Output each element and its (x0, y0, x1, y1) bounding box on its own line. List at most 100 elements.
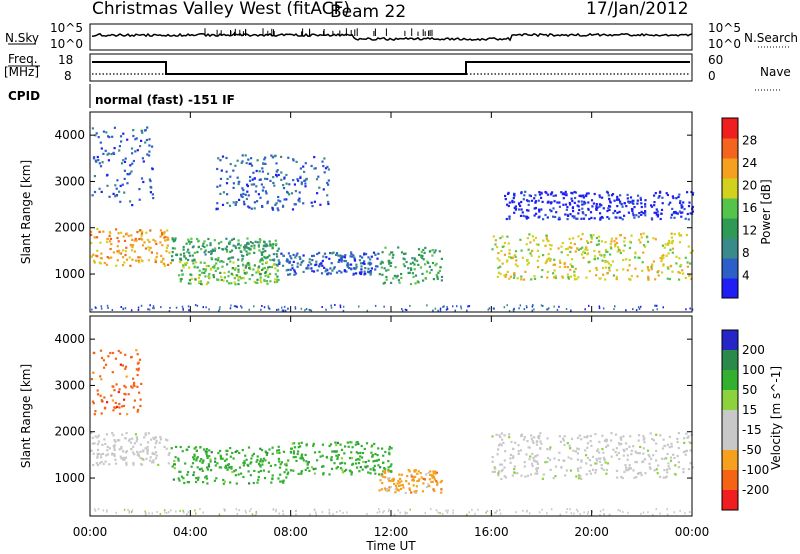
data-cell (346, 265, 349, 268)
data-cell (91, 127, 94, 130)
data-cell (210, 451, 213, 454)
ground-scatter-cell (625, 309, 627, 312)
data-cell (269, 272, 272, 275)
data-cell (185, 242, 188, 245)
data-cell (215, 207, 218, 210)
data-cell (381, 261, 384, 264)
data-cell (163, 445, 166, 448)
data-cell (155, 439, 158, 442)
data-cell (536, 462, 539, 465)
data-cell (237, 473, 240, 476)
data-cell (641, 460, 644, 464)
data-cell (671, 270, 674, 273)
data-cell (638, 434, 641, 437)
data-cell (166, 439, 169, 442)
data-cell (293, 446, 296, 449)
data-cell (385, 488, 388, 491)
data-cell (580, 460, 583, 463)
data-cell (187, 238, 190, 241)
data-cell (533, 459, 536, 462)
data-cell (229, 455, 232, 458)
ground-scatter-cell (94, 509, 97, 512)
ground-scatter-cell (282, 309, 285, 312)
data-cell (398, 281, 401, 284)
nsearch-tick-bottom: 10^0 (708, 37, 741, 51)
data-cell (241, 195, 244, 199)
data-cell (189, 273, 192, 276)
ground-scatter-cell (640, 512, 642, 515)
data-cell (136, 353, 139, 356)
data-cell (266, 452, 269, 455)
data-cell (565, 208, 568, 211)
data-cell (232, 261, 235, 264)
data-cell (228, 466, 231, 469)
data-cell (562, 203, 565, 206)
ground-scatter-cell (445, 308, 448, 311)
data-cell (259, 460, 262, 463)
ground-scatter-cell (447, 509, 449, 512)
data-cell (429, 470, 432, 473)
data-cell (688, 441, 691, 444)
data-cell (123, 191, 126, 194)
ground-scatter-cell (130, 511, 133, 513)
data-cell (229, 250, 232, 253)
data-cell (180, 277, 183, 281)
data-cell (552, 215, 555, 218)
data-cell (606, 191, 609, 194)
data-cell (226, 193, 229, 196)
ground-scatter-cell (486, 510, 489, 512)
data-cell (280, 171, 283, 174)
data-cell (120, 140, 123, 143)
data-cell (125, 450, 129, 453)
data-cell (642, 232, 645, 235)
data-cell (584, 214, 587, 217)
ground-scatter-cell (550, 508, 553, 511)
data-cell (318, 264, 321, 268)
data-cell (137, 454, 141, 457)
data-cell (313, 472, 316, 475)
data-cell (540, 275, 543, 278)
data-cell (292, 469, 295, 472)
data-cell (276, 249, 279, 252)
data-cell (96, 236, 99, 239)
data-cell (689, 449, 692, 452)
freq-tick-top: 18 (58, 53, 73, 67)
data-cell (237, 258, 240, 261)
data-cell (138, 238, 141, 241)
ground-scatter-cell (406, 512, 408, 514)
data-cell (266, 200, 269, 203)
ground-scatter-cell (424, 512, 426, 515)
ground-scatter-cell (666, 508, 668, 511)
data-cell (612, 448, 615, 451)
data-cell (109, 237, 113, 240)
data-cell (509, 275, 512, 278)
data-cell (371, 455, 374, 458)
data-cell (122, 256, 125, 259)
data-cell (594, 462, 597, 465)
data-cell (608, 266, 611, 269)
data-cell (639, 198, 642, 201)
data-cell (230, 256, 233, 259)
data-cell (601, 447, 604, 451)
data-cell (193, 453, 196, 456)
data-cell (307, 461, 310, 464)
data-cell (570, 246, 573, 249)
data-cell (259, 465, 262, 468)
data-cell (197, 476, 200, 479)
colorbar-swatch (722, 118, 738, 139)
data-cell (224, 464, 228, 467)
ground-scatter-cell (168, 511, 170, 514)
data-cell (219, 192, 222, 195)
data-cell (595, 268, 599, 271)
data-cell (261, 253, 264, 256)
data-cell (637, 439, 640, 442)
data-cell (151, 168, 154, 171)
ground-scatter-cell (245, 511, 247, 514)
data-cell (605, 440, 608, 443)
data-cell (257, 478, 260, 481)
data-cell (631, 199, 634, 202)
data-cell (520, 278, 523, 281)
ground-scatter-cell (632, 308, 634, 311)
data-cell (171, 259, 174, 262)
data-cell (335, 271, 339, 274)
